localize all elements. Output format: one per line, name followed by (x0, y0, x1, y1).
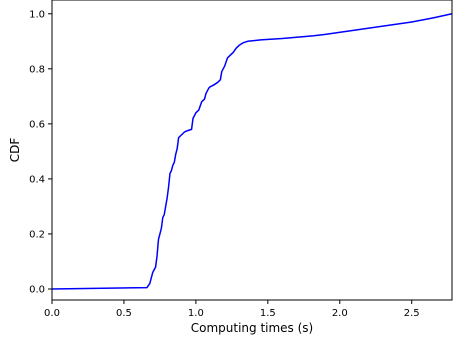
y-tick-label: 0.6 (29, 119, 45, 130)
x-tick-label: 2.5 (404, 308, 420, 319)
x-tick-label: 0.0 (44, 308, 60, 319)
y-axis-label: CDF (8, 138, 22, 163)
y-tick-label: 0.0 (29, 284, 45, 295)
x-tick-label: 1.5 (260, 308, 276, 319)
plot-series (51, 13, 453, 290)
y-tick-label: 0.4 (29, 174, 45, 185)
y-axis: 0.0 0.2 0.4 0.6 0.8 1.0 (29, 9, 52, 295)
y-tick-label: 0.2 (29, 229, 45, 240)
x-tick-label: 0.5 (116, 308, 132, 319)
x-axis-label: Computing times (s) (191, 321, 314, 335)
x-axis: 0.0 0.5 1.0 1.5 2.0 2.5 (44, 300, 420, 319)
cdf-line-0 (51, 13, 453, 290)
x-tick-label: 2.0 (332, 308, 348, 319)
x-tick-label: 1.0 (188, 308, 204, 319)
y-tick-label: 1.0 (29, 9, 45, 20)
y-tick-label: 0.8 (29, 64, 45, 75)
plot-frame (51, 0, 453, 301)
